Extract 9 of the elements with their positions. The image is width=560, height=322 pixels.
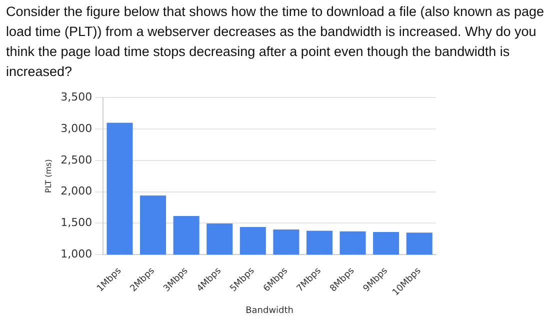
y-axis-title: PLT (ms) bbox=[44, 159, 53, 193]
y-tick-label: 3,500 bbox=[60, 90, 92, 104]
y-tick-label: 3,000 bbox=[60, 122, 92, 135]
y-tick-label: 2,500 bbox=[60, 153, 92, 166]
chart-title: Consider the figure below that shows how the time to download a file (also known as page load time (PLT)) from a webserver decreases as the bandwidth is increased. Why do you think the page load time stops decreasing after a point even though the bandwidth is increased? bbox=[6, 3, 546, 81]
y-tick-label: 2,000 bbox=[60, 184, 92, 198]
x-axis-title: Bandwidth bbox=[246, 306, 294, 316]
y-tick-label: 1,500 bbox=[60, 216, 92, 230]
y-tick-label: 1,000 bbox=[60, 247, 92, 260]
